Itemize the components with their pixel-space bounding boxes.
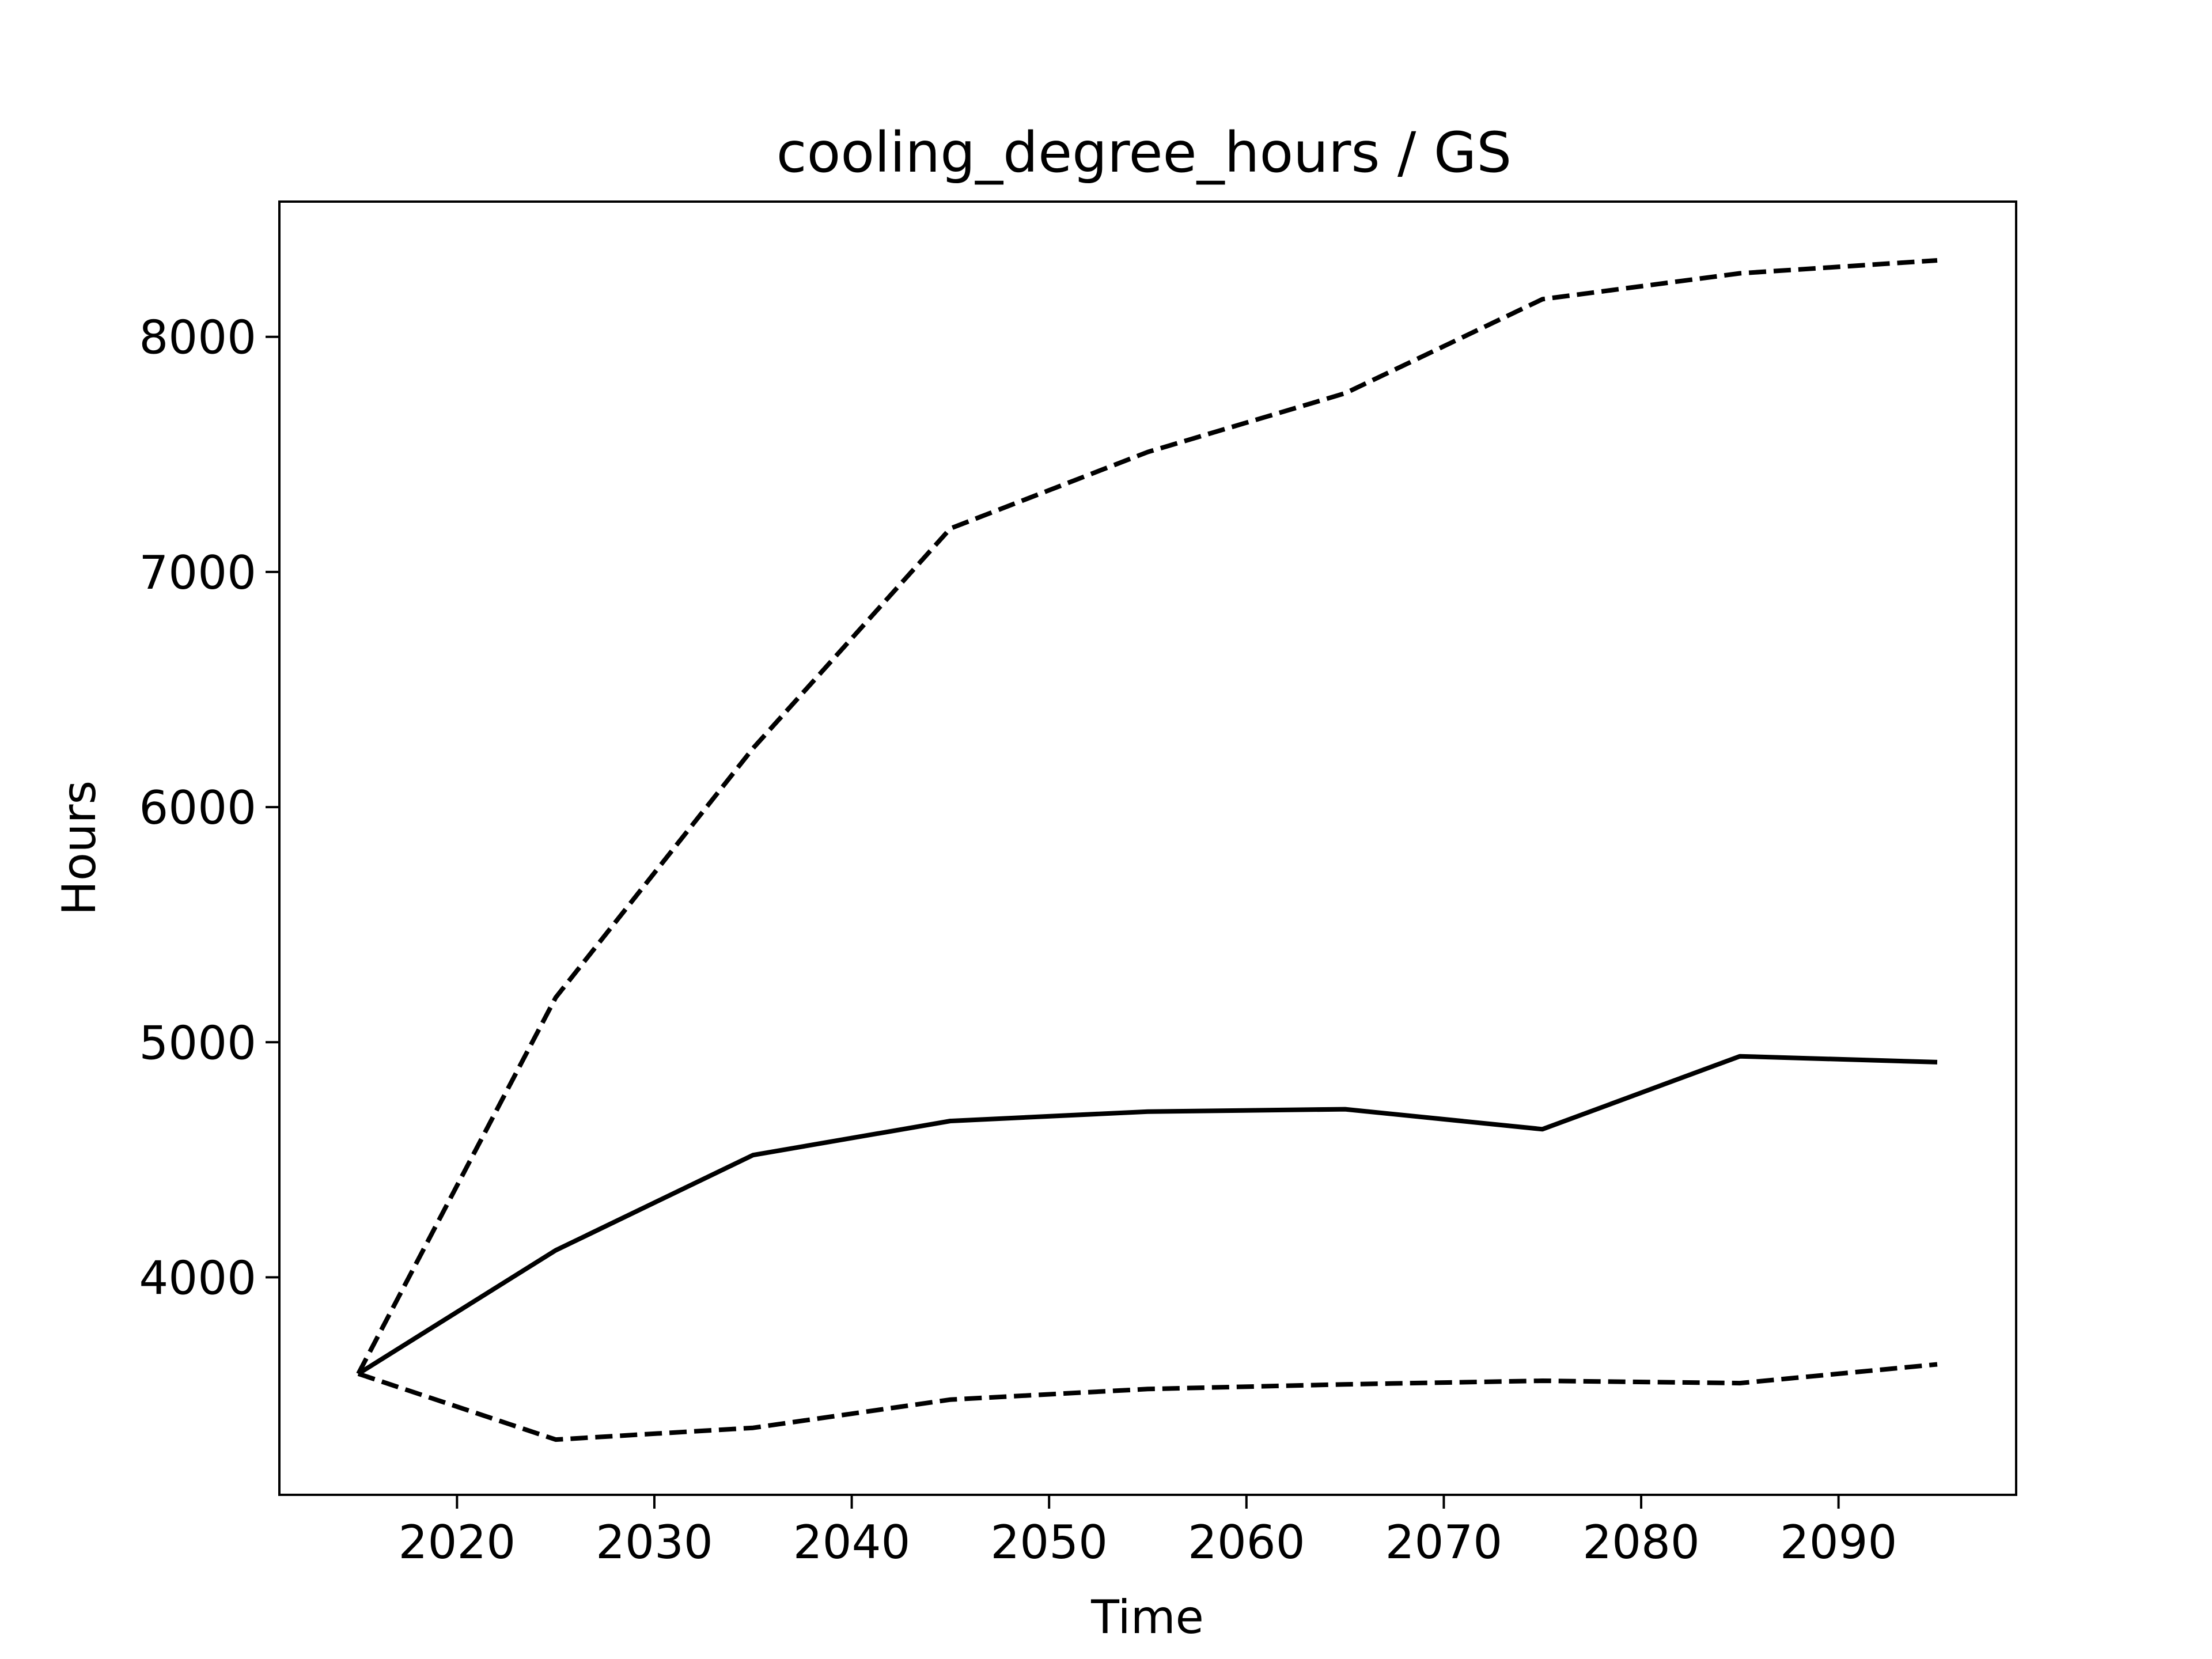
x-axis-ticks: 2020 2030 2040 2050 2060 2070 2080 2090 [399, 1495, 1897, 1569]
x-tick-label: 2060 [1188, 1516, 1305, 1569]
y-tick-label: 4000 [139, 1251, 256, 1305]
x-tick-label: 2070 [1385, 1516, 1503, 1569]
chart-title: cooling_degree_hours / GS [777, 120, 1512, 185]
y-axis-ticks: 4000 5000 6000 7000 8000 [139, 311, 279, 1305]
x-tick-label: 2050 [990, 1516, 1108, 1569]
x-tick-label: 2020 [399, 1516, 516, 1569]
x-axis-label: Time [1090, 1590, 1204, 1644]
series-line-3-dashed [357, 1362, 1938, 1442]
y-tick-label: 5000 [139, 1016, 256, 1070]
series-line-1-solid [357, 1054, 1938, 1376]
x-tick-label: 2090 [1780, 1516, 1897, 1569]
y-tick-label: 7000 [139, 546, 256, 600]
series-line-2-dashed [356, 258, 1938, 1375]
x-tick-label: 2030 [596, 1516, 713, 1569]
y-tick-label: 8000 [139, 311, 256, 365]
y-axis-label: Hours [52, 781, 106, 915]
series-layer [356, 258, 1938, 1442]
plot-frame [278, 200, 2017, 1496]
x-tick-label: 2040 [793, 1516, 911, 1569]
y-tick-label: 6000 [139, 781, 256, 835]
x-tick-label: 2080 [1582, 1516, 1700, 1569]
